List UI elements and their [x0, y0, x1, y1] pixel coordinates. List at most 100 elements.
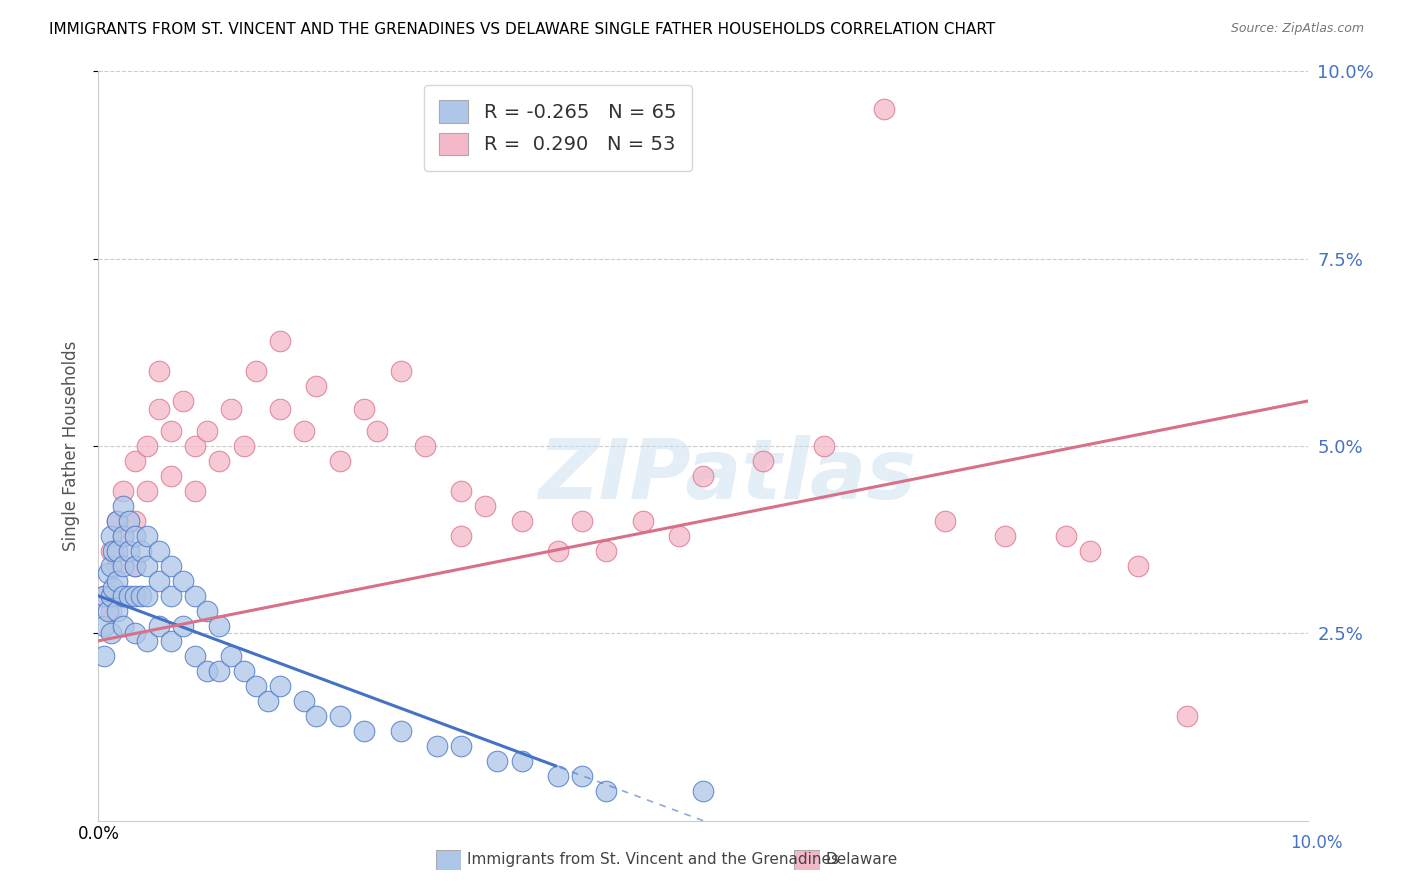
Point: [547, 769, 569, 783]
Point: [208, 454, 231, 468]
Point: [1054, 529, 1077, 543]
Point: [305, 379, 328, 393]
Point: [256, 694, 278, 708]
Point: [124, 454, 146, 468]
Point: [245, 679, 267, 693]
Point: [184, 439, 207, 453]
Text: Delaware: Delaware: [825, 853, 897, 867]
Point: [292, 694, 315, 708]
Point: [934, 514, 956, 528]
Point: [232, 439, 254, 453]
Point: [124, 529, 146, 543]
Legend: R = -0.265   N = 65, R =  0.290   N = 53: R = -0.265 N = 65, R = 0.290 N = 53: [423, 85, 692, 170]
Point: [135, 529, 157, 543]
Point: [195, 664, 218, 678]
Point: [124, 589, 146, 603]
Point: [129, 544, 152, 558]
Point: [269, 401, 291, 416]
Point: [105, 604, 128, 618]
Point: [135, 439, 157, 453]
Point: [450, 529, 472, 543]
Point: [93, 619, 115, 633]
Point: [245, 364, 267, 378]
Point: [329, 708, 352, 723]
Point: [124, 558, 146, 573]
Point: [118, 544, 141, 558]
Text: 10.0%: 10.0%: [1291, 834, 1343, 852]
Point: [97, 566, 120, 581]
Point: [105, 544, 128, 558]
Point: [413, 439, 436, 453]
Point: [510, 514, 533, 528]
Point: [118, 514, 141, 528]
Point: [124, 626, 146, 640]
Point: [692, 783, 714, 797]
Point: [101, 544, 124, 558]
Point: [105, 514, 128, 528]
Point: [93, 648, 115, 663]
Y-axis label: Single Father Households: Single Father Households: [62, 341, 80, 551]
Point: [389, 723, 412, 738]
Point: [813, 439, 835, 453]
Point: [160, 633, 183, 648]
Point: [148, 544, 170, 558]
Point: [692, 469, 714, 483]
Point: [208, 664, 231, 678]
Point: [873, 102, 896, 116]
Point: [101, 582, 124, 596]
Point: [486, 754, 509, 768]
Point: [208, 619, 231, 633]
Point: [160, 469, 183, 483]
Point: [184, 589, 207, 603]
Point: [135, 483, 157, 498]
Point: [100, 604, 122, 618]
Point: [595, 783, 617, 797]
Point: [118, 589, 141, 603]
Point: [184, 483, 207, 498]
Point: [97, 604, 120, 618]
Point: [100, 626, 122, 640]
Point: [195, 604, 218, 618]
Point: [100, 529, 122, 543]
Point: [105, 574, 128, 588]
Point: [111, 529, 134, 543]
Point: [93, 589, 115, 603]
Point: [389, 364, 412, 378]
Point: [994, 529, 1017, 543]
Point: [595, 544, 617, 558]
Point: [1175, 708, 1198, 723]
Point: [510, 754, 533, 768]
Point: [172, 574, 194, 588]
Point: [329, 454, 352, 468]
Point: [366, 424, 388, 438]
Point: [160, 558, 183, 573]
Point: [111, 499, 134, 513]
Point: [148, 574, 170, 588]
Point: [124, 558, 146, 573]
Point: [184, 648, 207, 663]
Point: [160, 424, 183, 438]
Point: [100, 558, 122, 573]
Text: 0.0%: 0.0%: [77, 825, 120, 843]
Point: [111, 529, 134, 543]
Point: [450, 483, 472, 498]
Point: [148, 364, 170, 378]
Point: [353, 401, 375, 416]
Point: [105, 558, 128, 573]
Point: [195, 424, 218, 438]
Point: [450, 739, 472, 753]
Point: [148, 619, 170, 633]
Point: [221, 401, 243, 416]
Point: [100, 544, 122, 558]
Point: [93, 589, 115, 603]
Text: Source: ZipAtlas.com: Source: ZipAtlas.com: [1230, 22, 1364, 36]
Point: [631, 514, 654, 528]
Point: [135, 558, 157, 573]
Point: [129, 589, 152, 603]
Text: Immigrants from St. Vincent and the Grenadines: Immigrants from St. Vincent and the Gren…: [467, 853, 839, 867]
Point: [474, 499, 496, 513]
Text: IMMIGRANTS FROM ST. VINCENT AND THE GRENADINES VS DELAWARE SINGLE FATHER HOUSEHO: IMMIGRANTS FROM ST. VINCENT AND THE GREN…: [49, 22, 995, 37]
Point: [172, 394, 194, 409]
Point: [668, 529, 690, 543]
Point: [105, 514, 128, 528]
